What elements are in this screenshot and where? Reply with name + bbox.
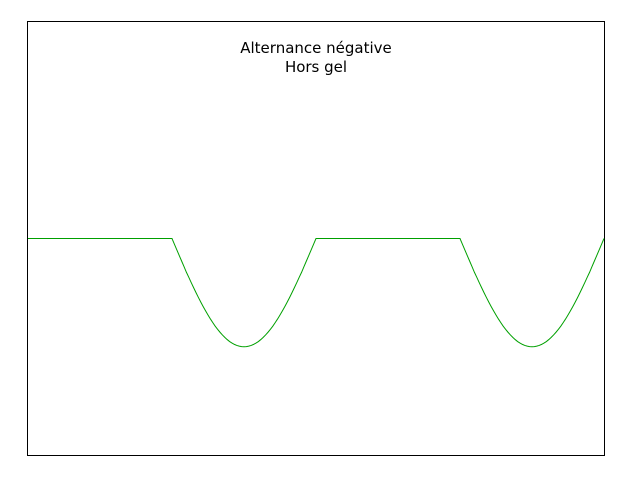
chart-title: Alternance négative [240, 39, 392, 57]
waveform-series-line-0 [28, 238, 605, 348]
chart-title-block: Alternance négative Hors gel [27, 39, 605, 77]
chart-subtitle: Hors gel [284, 58, 348, 76]
